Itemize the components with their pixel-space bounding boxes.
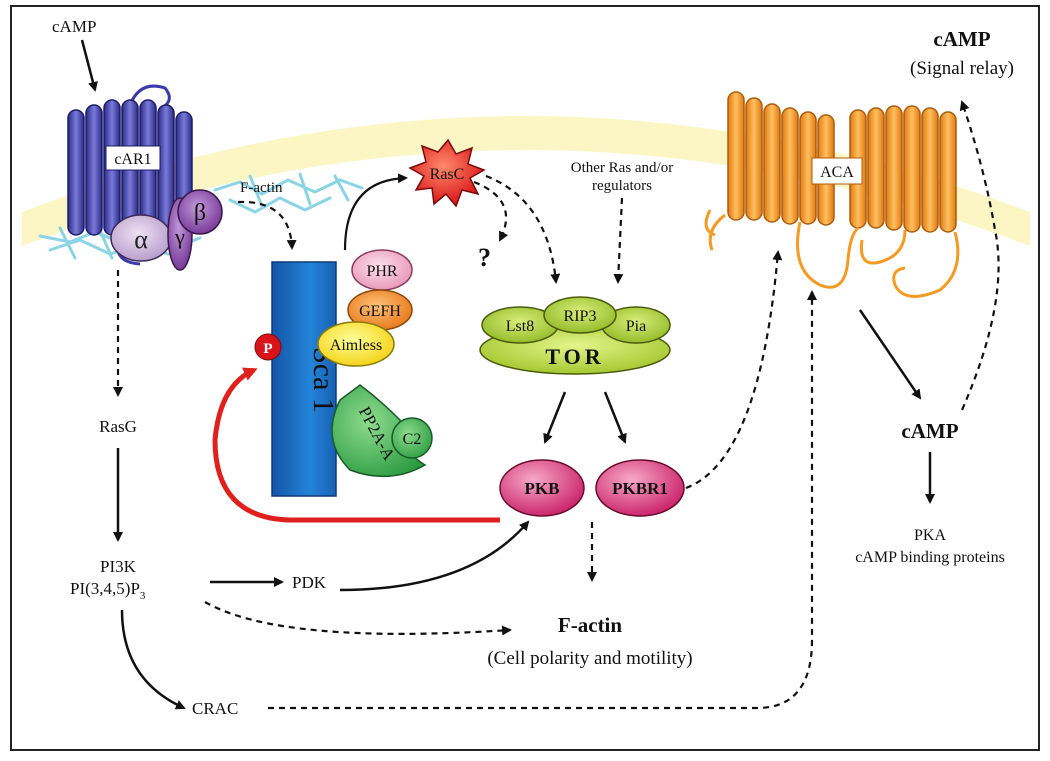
rasc-node: RasC: [408, 138, 486, 208]
pdk-label: PDK: [292, 573, 327, 592]
unknown-target-label: ?: [478, 243, 491, 272]
camp-product-label: cAMP: [901, 419, 958, 443]
rasg-label: RasG: [99, 417, 137, 436]
arrow-regulators-to-tor: [613, 197, 624, 284]
aca-label: ACA: [820, 164, 854, 181]
pkb-node: PKB: [499, 459, 585, 517]
camp-binding-proteins-label: cAMP binding proteins: [855, 549, 1005, 566]
alpha-label: α: [134, 225, 148, 254]
other-ras-label-line1: Other Ras and/or: [571, 160, 673, 176]
gamma-label: γ: [174, 224, 185, 249]
rip3-label: RIP3: [564, 308, 597, 325]
arrow-pi3k-to-crac: [120, 609, 186, 710]
c2-label: C2: [403, 431, 422, 448]
phospho-site: [254, 333, 282, 361]
arrow-aca-to-camp: [858, 309, 922, 400]
pip3-label: PI(3,4,5)P3: [70, 579, 146, 602]
g-beta: [177, 189, 223, 235]
beta-label: β: [194, 200, 206, 226]
phr-label: PHR: [366, 263, 397, 280]
c2-subunit: [391, 417, 433, 459]
pip3-subscript: 3: [140, 590, 146, 602]
camp-relay-subtitle: (Signal relay): [910, 58, 1014, 79]
arrow-pdk-to-pkb: [339, 520, 530, 592]
figure-frame: [10, 5, 1040, 751]
car1-receptor: cAR1: [67, 84, 193, 266]
sca1-bar: [271, 261, 337, 497]
aimless-label: Aimless: [330, 337, 382, 354]
aca-enzyme: ACA: [704, 91, 960, 298]
gefh-label: GEFH: [359, 303, 401, 320]
arrow-pkb-phosphorylates-sca1: [212, 367, 500, 523]
pi3k-label: PI3K: [100, 557, 137, 576]
g-protein: α γ β: [110, 189, 223, 271]
factin-output-subtitle: (Cell polarity and motility): [487, 648, 692, 669]
rip3-subunit: [543, 296, 617, 334]
pka-label: PKA: [914, 527, 946, 544]
sca1-complex: Sca 1 PP2A-A C2 PHR GEFH Aimless P: [254, 249, 433, 497]
aimless-protein: [317, 321, 395, 367]
crac-label: CRAC: [192, 699, 238, 718]
arrow-pip3-to-factin: [204, 601, 512, 636]
lst8-label: Lst8: [506, 318, 534, 335]
arrow-camp-signal-relay: [959, 100, 1000, 411]
pkb-label: PKB: [525, 479, 560, 498]
factin-output-title: F-actin: [558, 613, 622, 637]
other-ras-label-line2: regulators: [592, 178, 652, 194]
arrow-pkbr1-to-aca: [685, 250, 783, 490]
car1-label: cAR1: [114, 151, 151, 168]
pkbr1-node: PKBR1: [595, 459, 685, 517]
pip3-main: PI(3,4,5)P: [70, 579, 140, 598]
arrow-rasc-to-unknown: [473, 180, 509, 242]
phospho-label: P: [263, 341, 272, 357]
rasc-label: RasC: [430, 166, 465, 183]
f-actin-membrane-label: F-actin: [240, 180, 283, 196]
pia-label: Pia: [626, 318, 646, 335]
arrow-sca1-to-rasc: [343, 173, 408, 251]
arrow-tor-to-pkb: [543, 391, 567, 444]
arrow-rasc-to-tor: [485, 174, 561, 284]
camp-input-label: cAMP: [52, 17, 96, 36]
arrow-crac-to-aca: [268, 290, 817, 710]
camp-relay-title: cAMP: [933, 27, 990, 51]
pkbr1-label: PKBR1: [612, 479, 668, 498]
tor-complex: TOR Lst8 Pia RIP3: [479, 296, 671, 375]
arrow-camp-to-car1: [80, 39, 98, 92]
tor-label: TOR: [545, 344, 604, 369]
arrow-tor-to-pkbr1: [603, 391, 627, 444]
